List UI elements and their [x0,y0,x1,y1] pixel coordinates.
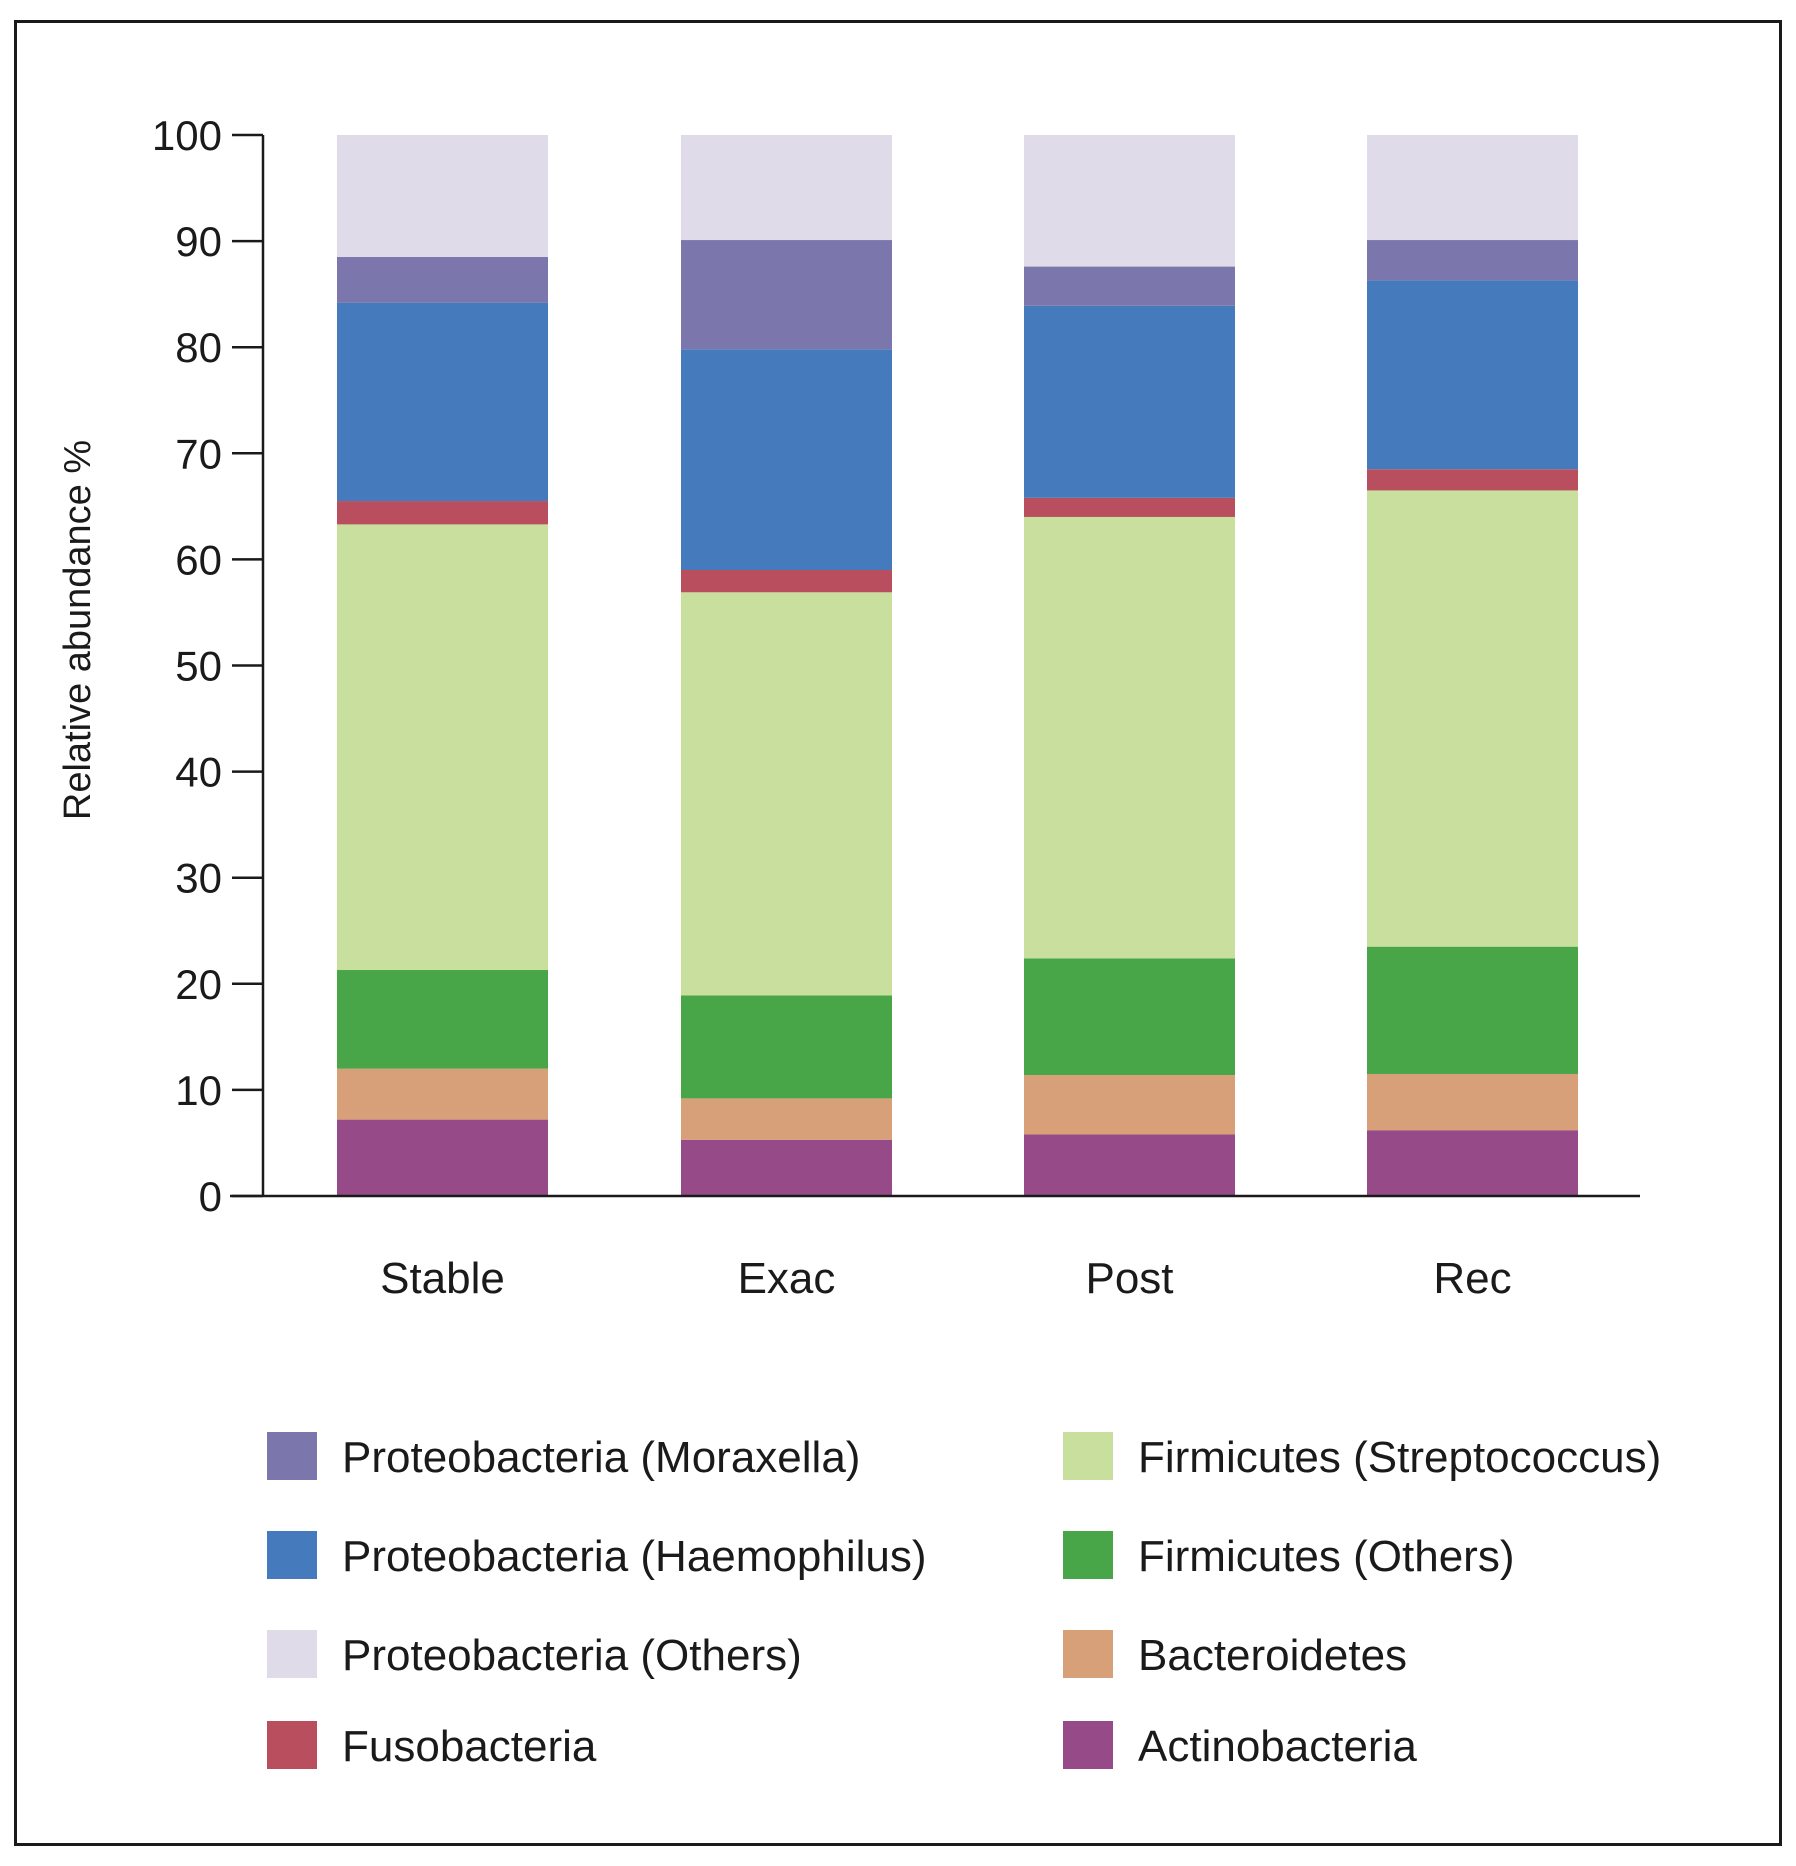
y-tick-label-50: 50 [175,643,222,690]
legend-label-firmicutes-streptococcus: Firmicutes (Streptococcus) [1138,1433,1661,1482]
bar-segment-rec-firmicutes-others [1367,946,1578,1074]
bar-segment-exac-bacteroidetes [681,1098,892,1140]
bar-segment-stable-proteobacteria-haemophilus [337,302,548,502]
bar-segment-post-actinobacteria [1024,1134,1235,1196]
y-tick-label-80: 80 [175,324,222,371]
legend-swatch-fusobacteria [267,1721,317,1769]
bar-segment-rec-fusobacteria [1367,469,1578,491]
x-tick-label-rec: Rec [1433,1254,1511,1303]
bars-group: Stable Exac Post Rec [337,135,1578,1303]
legend-swatch-bacteroidetes [1063,1630,1113,1678]
y-tick-label-40: 40 [175,749,222,796]
legend-label-firmicutes-others: Firmicutes (Others) [1138,1532,1514,1581]
bar-segment-stable-actinobacteria [337,1119,548,1196]
bar-segment-stable-bacteroidetes [337,1068,548,1120]
legend-swatch-proteobacteria-others [267,1630,317,1678]
bar-segment-exac-actinobacteria [681,1139,892,1196]
legend: Proteobacteria (Moraxella) Firmicutes (St… [267,1432,1661,1771]
bar-segment-post-proteobacteria-moraxella [1024,266,1235,306]
bar-segment-stable-fusobacteria [337,501,548,525]
legend-label-proteobacteria-others: Proteobacteria (Others) [342,1631,802,1680]
y-axis-label: Relative abundance % [57,440,99,820]
y-tick-label-70: 70 [175,430,222,477]
bar-segment-post-proteobacteria-others [1024,135,1235,267]
legend-swatch-firmicutes-streptococcus [1063,1432,1113,1480]
x-tick-label-exac: Exac [738,1254,836,1303]
bar-segment-rec-proteobacteria-others [1367,135,1578,241]
bar-segment-rec-actinobacteria [1367,1130,1578,1196]
y-tick-label-100: 100 [152,112,222,159]
bar-segment-exac-proteobacteria-moraxella [681,240,892,350]
bar-segment-stable-firmicutes-others [337,970,548,1069]
bar-segment-exac-firmicutes-others [681,995,892,1099]
bar-segment-post-bacteroidetes [1024,1075,1235,1135]
axes-group: 0 10 20 30 40 50 60 70 80 90 100 [152,112,1640,1220]
bar-segment-exac-fusobacteria [681,570,892,593]
legend-swatch-proteobacteria-haemophilus [267,1531,317,1579]
legend-label-actinobacteria: Actinobacteria [1138,1722,1417,1771]
legend-label-proteobacteria-haemophilus: Proteobacteria (Haemophilus) [342,1532,927,1581]
bar-segment-stable-proteobacteria-others [337,135,548,258]
bar-segment-post-firmicutes-streptococcus [1024,516,1235,959]
x-tick-label-post: Post [1085,1254,1173,1303]
bar-segment-post-proteobacteria-haemophilus [1024,305,1235,498]
legend-label-fusobacteria: Fusobacteria [342,1722,597,1771]
bar-segment-rec-proteobacteria-haemophilus [1367,280,1578,470]
bar-segment-stable-firmicutes-streptococcus [337,524,548,971]
bar-segment-rec-proteobacteria-moraxella [1367,240,1578,281]
legend-label-bacteroidetes: Bacteroidetes [1138,1631,1407,1680]
bar-segment-post-firmicutes-others [1024,958,1235,1076]
y-tick-label-10: 10 [175,1067,222,1114]
bar-segment-exac-proteobacteria-others [681,135,892,241]
bar-segment-post-fusobacteria [1024,497,1235,517]
bar-segment-exac-firmicutes-streptococcus [681,592,892,996]
bar-segment-rec-bacteroidetes [1367,1073,1578,1131]
bar-segment-stable-proteobacteria-moraxella [337,257,548,303]
y-tick-label-20: 20 [175,961,222,1008]
bar-segment-exac-proteobacteria-haemophilus [681,349,892,571]
bar-segment-rec-firmicutes-streptococcus [1367,490,1578,947]
y-tick-label-90: 90 [175,218,222,265]
y-tick-label-60: 60 [175,536,222,583]
legend-swatch-firmicutes-others [1063,1531,1113,1579]
y-tick-label-30: 30 [175,855,222,902]
x-tick-label-stable: Stable [380,1254,505,1303]
y-tick-label-0: 0 [199,1173,222,1220]
legend-swatch-actinobacteria [1063,1721,1113,1769]
legend-swatch-proteobacteria-moraxella [267,1432,317,1480]
legend-label-proteobacteria-moraxella: Proteobacteria (Moraxella) [342,1433,860,1482]
